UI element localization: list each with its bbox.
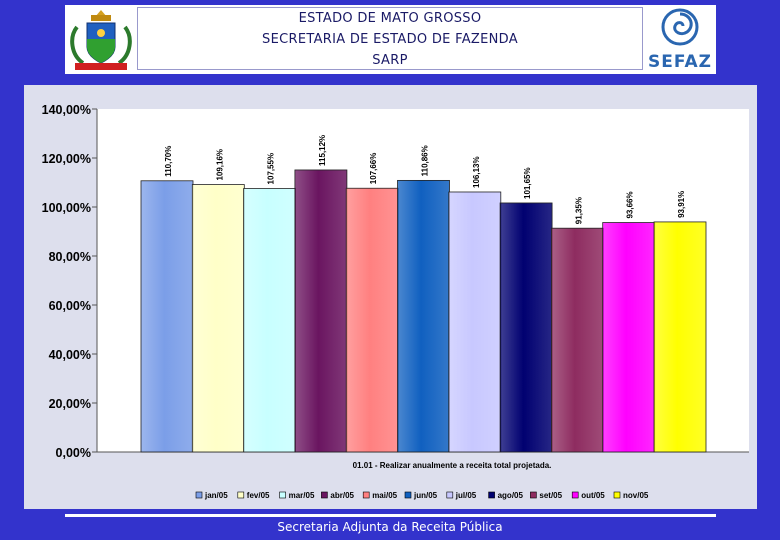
data-label: 101,65% <box>523 167 532 199</box>
y-tick-label: 20,00% <box>49 397 91 411</box>
data-label: 93,91% <box>677 191 686 218</box>
header-line-secretariat: SECRETARIA DE ESTADO DE FAZENDA <box>262 32 518 47</box>
legend-swatch <box>488 491 495 499</box>
legend-swatch <box>362 491 370 499</box>
legend-label: ago/05 <box>498 491 524 500</box>
bar-set/05 <box>551 227 604 453</box>
legend-swatch <box>195 491 203 499</box>
sefaz-swirl-icon <box>661 8 699 46</box>
legend-label: jan/05 <box>204 491 228 500</box>
y-tick-label: 100,00% <box>42 201 91 215</box>
header-line-state: ESTADO DE MATO GROSSO <box>298 11 482 26</box>
legend-label: jun/05 <box>413 491 438 500</box>
bar-fev/05 <box>191 184 245 453</box>
legend-swatch <box>321 491 328 499</box>
footer-text: Secretaria Adjunta da Receita Pública <box>277 520 503 534</box>
legend-label: set/05 <box>539 491 562 500</box>
bar-out/05 <box>602 222 656 453</box>
sefaz-logo: SEFAZ <box>645 6 715 73</box>
data-label: 110,70% <box>164 146 173 177</box>
y-tick-label: 40,00% <box>49 348 91 362</box>
legend-swatch <box>446 491 454 499</box>
x-axis-label: 01.01 - Realizar anualmente a receita to… <box>353 461 552 470</box>
data-label: 91,35% <box>574 197 583 224</box>
bar-ago/05 <box>499 202 553 453</box>
bar-jan/05 <box>140 180 194 453</box>
data-label: 115,12% <box>318 135 327 166</box>
legend-label: nov/05 <box>623 491 649 500</box>
legend-label: mai/05 <box>372 491 397 500</box>
bar-mar/05 <box>243 188 297 453</box>
header-line-sarp: SARP <box>372 53 408 68</box>
y-tick-label: 60,00% <box>49 299 91 313</box>
data-label: 106,13% <box>472 156 481 188</box>
bar-mai/05 <box>345 187 399 453</box>
chart-panel: 0,00% 20,00% 40,00% 60,00% 80,00% 100,00% 120,… <box>24 85 757 509</box>
bar-chart: 0,00% 20,00% 40,00% 60,00% 80,00% 100,00% 120,… <box>42 103 749 500</box>
state-coat-of-arms-icon <box>70 10 132 70</box>
legend-swatch <box>404 491 412 499</box>
legend-swatch <box>571 491 579 499</box>
legend-label: abr/05 <box>330 491 354 500</box>
y-tick-label: 0,00% <box>56 446 91 460</box>
data-label: 93,66% <box>626 191 635 218</box>
data-label: 107,66% <box>369 153 378 185</box>
legend-label: mar/05 <box>289 491 315 500</box>
data-label: 109,16% <box>215 149 224 181</box>
legend-swatch <box>279 491 286 499</box>
legend-swatch <box>237 491 245 499</box>
data-label: 110,86% <box>421 145 430 176</box>
bar-abr/05 <box>294 169 348 453</box>
bar-nov/05 <box>653 221 707 453</box>
y-tick-label: 80,00% <box>49 250 91 264</box>
header-title-box: ESTADO DE MATO GROSSO SECRETARIA DE ESTA… <box>137 7 643 70</box>
sefaz-logo-text: SEFAZ <box>647 52 712 72</box>
bar-jun/05 <box>397 179 450 453</box>
y-tick-label: 120,00% <box>42 152 91 166</box>
bar-jul/05 <box>448 191 502 453</box>
footer-rule <box>65 514 716 517</box>
legend-label: out/05 <box>581 491 605 500</box>
legend-label: fev/05 <box>247 491 270 500</box>
legend-label: jul/05 <box>455 491 477 500</box>
data-label: 107,55% <box>267 153 276 185</box>
legend-swatch <box>613 491 621 499</box>
y-tick-label: 140,00% <box>42 103 91 117</box>
legend-swatch <box>530 491 537 499</box>
